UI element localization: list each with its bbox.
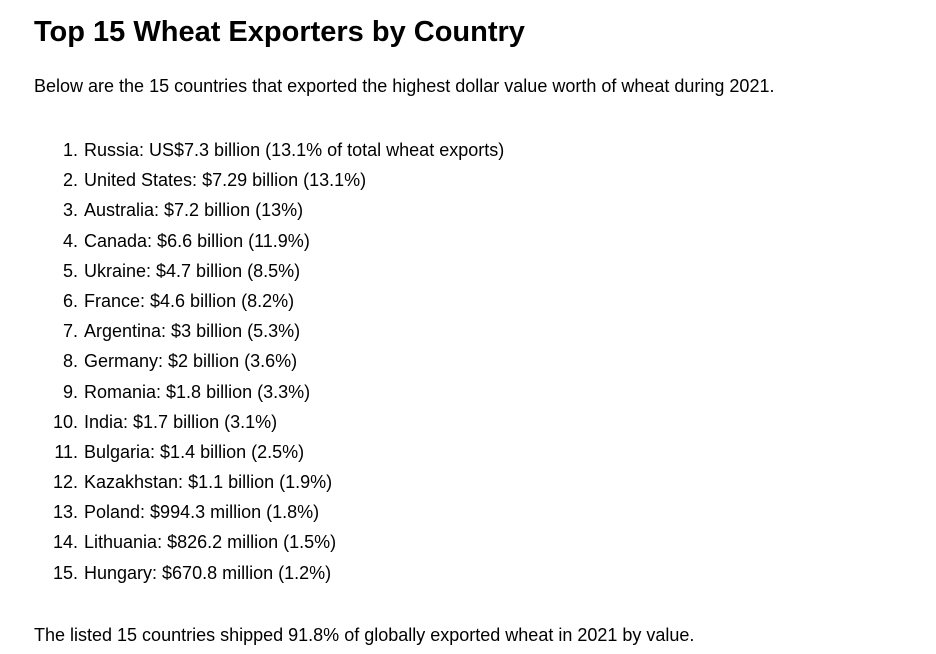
list-marker: 13. [52,502,78,523]
list-text: Russia: US$7.3 billion (13.1% of total w… [84,140,505,160]
list-item: 7. Argentina: $3 billion (5.3%) [34,317,504,347]
list-text: United States: $7.29 billion (13.1%) [84,170,367,191]
list-item: 14. Lithuania: $826.2 million (1.5%) [34,528,504,558]
list-text: Argentina: $3 billion (5.3%) [84,321,301,342]
list-text: Australia: $7.2 billion (13%) [84,200,304,221]
list-item: 15. Hungary: $670.8 million (1.2%) [34,559,504,589]
list-text: Ukraine: $4.7 billion (8.5%) [84,260,301,281]
list-marker: 4. [62,230,78,251]
title: Top 15 Wheat Exporters by Country [34,16,525,48]
list-text: Kazakhstan: $1.1 billion (1.9%) [84,472,333,493]
list-item: 8. Germany: $2 billion (3.6%) [34,347,504,377]
list-item: 11. Bulgaria: $1.4 billion (2.5%) [34,438,504,468]
list-marker: 15. [52,562,78,583]
list-item: 4. Canada: $6.6 billion (11.9%) [34,227,504,257]
list-text: Poland: $994.3 million (1.8%) [84,502,320,523]
footer: The listed 15 countries shipped 91.8% of… [34,625,695,645]
exporter-list: 1. Russia: US$7.3 billion (13.1% of total… [34,136,504,589]
list-item: 9. Romania: $1.8 billion (3.3%) [34,378,504,408]
list-text: Canada: $6.6 billion (11.9%) [84,230,310,251]
list-marker: 6. [62,290,78,311]
list-item: 10. India: $1.7 billion (3.1%) [34,408,504,438]
list-marker: 9. [62,381,78,402]
list-item: 3. Australia: $7.2 billion (13%) [34,196,504,226]
list-item: 5. Ukraine: $4.7 billion (8.5%) [34,257,504,287]
list-marker: 12. [52,472,78,493]
list-item: 12. Kazakhstan: $1.1 billion (1.9%) [34,468,504,498]
list-marker: 1. [62,140,78,160]
intro: Below are the 15 countries that exported… [34,76,775,96]
list-marker: 2. [62,170,78,191]
list-text: Bulgaria: $1.4 billion (2.5%) [84,441,305,462]
list-marker: 10. [52,411,78,432]
list-text: France: $4.6 billion (8.2%) [84,290,295,311]
list-text: Lithuania: $826.2 million (1.5%) [84,532,337,553]
list-marker: 14. [52,532,78,553]
list-marker: 8. [62,351,78,372]
list-marker: 11. [54,441,78,462]
list-text: Hungary: $670.8 million (1.2%) [84,562,332,583]
list-marker: 5. [62,260,78,281]
list-text: Germany: $2 billion (3.6%) [84,351,298,372]
list-item: 13. Poland: $994.3 million (1.8%) [34,498,504,528]
list-marker: 3. [62,200,78,221]
list-text: India: $1.7 billion (3.1%) [84,411,278,432]
list-item: 2. United States: $7.29 billion (13.1%) [34,166,504,196]
list-item: 1. Russia: US$7.3 billion (13.1% of total… [34,136,504,166]
list-marker: 7. [62,321,78,342]
list-item: 6. France: $4.6 billion (8.2%) [34,287,504,317]
list-text: Romania: $1.8 billion (3.3%) [84,381,311,402]
